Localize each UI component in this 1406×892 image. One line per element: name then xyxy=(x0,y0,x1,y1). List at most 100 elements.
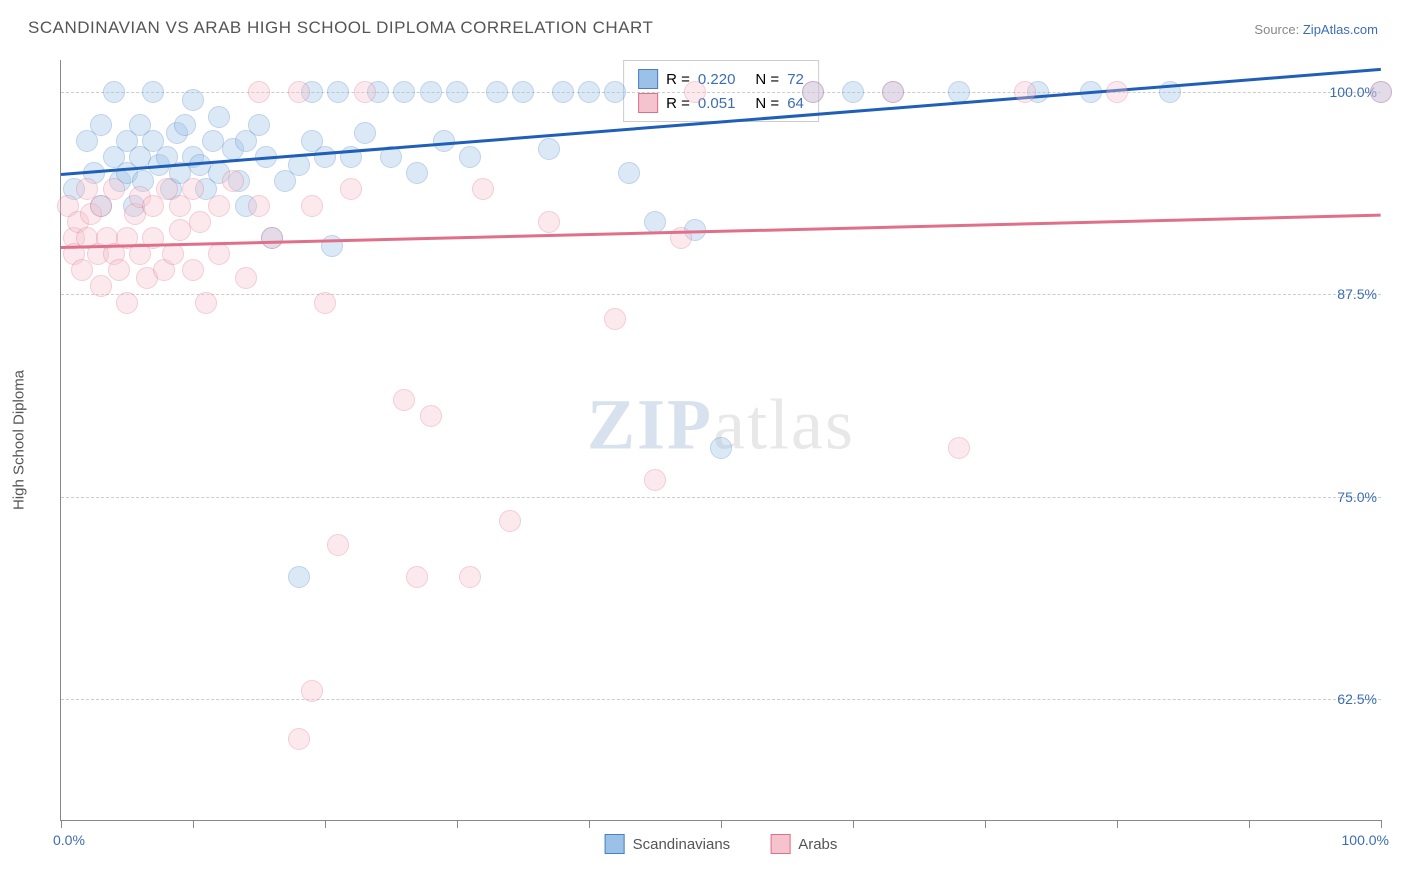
data-point xyxy=(222,170,244,192)
data-point xyxy=(1106,81,1128,103)
n-label: N = xyxy=(755,71,779,88)
data-point xyxy=(108,259,130,281)
data-point xyxy=(116,292,138,314)
swatch-arabs-icon xyxy=(770,834,790,854)
data-point xyxy=(189,211,211,233)
data-point xyxy=(314,146,336,168)
data-point xyxy=(604,81,626,103)
data-point xyxy=(882,81,904,103)
x-tick xyxy=(589,820,590,828)
source-label: Source: xyxy=(1254,22,1299,37)
swatch-scandinavians-icon xyxy=(638,69,658,89)
data-point xyxy=(174,114,196,136)
watermark-atlas: atlas xyxy=(713,384,855,464)
legend-item-arabs: Arabs xyxy=(770,834,837,854)
plot-area: ZIPatlas High School Diploma R = 0.220 N… xyxy=(60,60,1381,821)
data-point xyxy=(578,81,600,103)
data-point xyxy=(90,275,112,297)
data-point xyxy=(459,146,481,168)
data-point xyxy=(103,81,125,103)
data-point xyxy=(802,81,824,103)
data-point xyxy=(644,211,666,233)
data-point xyxy=(552,81,574,103)
data-point xyxy=(314,292,336,314)
data-point xyxy=(202,130,224,152)
data-point xyxy=(248,114,270,136)
data-point xyxy=(235,267,257,289)
data-point xyxy=(182,89,204,111)
data-point xyxy=(327,534,349,556)
data-point xyxy=(301,195,323,217)
x-tick xyxy=(1381,820,1382,828)
data-point xyxy=(103,178,125,200)
data-point xyxy=(208,243,230,265)
data-point xyxy=(354,122,376,144)
data-point xyxy=(538,138,560,160)
y-tick-label: 87.5% xyxy=(1337,286,1377,302)
n-value-scandinavians: 72 xyxy=(787,71,804,88)
data-point xyxy=(208,106,230,128)
data-point xyxy=(710,437,732,459)
data-point xyxy=(301,680,323,702)
chart-title: SCANDINAVIAN VS ARAB HIGH SCHOOL DIPLOMA… xyxy=(28,18,653,38)
data-point xyxy=(406,566,428,588)
x-tick xyxy=(853,820,854,828)
x-tick xyxy=(193,820,194,828)
data-point xyxy=(406,162,428,184)
y-tick-label: 62.5% xyxy=(1337,691,1377,707)
data-point xyxy=(354,81,376,103)
n-value-arabs: 64 xyxy=(787,95,804,112)
data-point xyxy=(459,566,481,588)
data-point xyxy=(261,227,283,249)
data-point xyxy=(842,81,864,103)
legend-label-scandinavians: Scandinavians xyxy=(633,836,731,853)
data-point xyxy=(288,728,310,750)
data-point xyxy=(162,243,184,265)
data-point xyxy=(644,469,666,491)
data-point xyxy=(248,81,270,103)
data-point xyxy=(446,81,468,103)
data-point xyxy=(327,81,349,103)
source-link[interactable]: ZipAtlas.com xyxy=(1303,22,1378,37)
data-point xyxy=(618,162,640,184)
gridline xyxy=(61,497,1381,498)
data-point xyxy=(472,178,494,200)
y-axis-title: High School Diploma xyxy=(11,370,28,510)
data-point xyxy=(1014,81,1036,103)
data-point xyxy=(142,81,164,103)
x-tick xyxy=(985,820,986,828)
swatch-arabs-icon xyxy=(638,93,658,113)
data-point xyxy=(90,114,112,136)
data-point xyxy=(512,81,534,103)
data-point xyxy=(604,308,626,330)
data-point xyxy=(288,154,310,176)
data-point xyxy=(1370,81,1392,103)
data-point xyxy=(486,81,508,103)
stats-row-scandinavians: R = 0.220 N = 72 xyxy=(638,67,804,91)
data-point xyxy=(420,81,442,103)
x-tick xyxy=(721,820,722,828)
watermark-zip: ZIP xyxy=(587,384,713,464)
data-point xyxy=(393,81,415,103)
x-tick xyxy=(1117,820,1118,828)
data-point xyxy=(71,259,93,281)
x-tick xyxy=(325,820,326,828)
data-point xyxy=(208,195,230,217)
trend-line xyxy=(61,214,1381,249)
data-point xyxy=(499,510,521,532)
data-point xyxy=(393,389,415,411)
y-tick-label: 75.0% xyxy=(1337,489,1377,505)
x-tick xyxy=(1249,820,1250,828)
data-point xyxy=(288,566,310,588)
legend-label-arabs: Arabs xyxy=(798,836,837,853)
x-tick xyxy=(61,820,62,828)
x-max-label: 100.0% xyxy=(1342,832,1389,848)
legend-item-scandinavians: Scandinavians xyxy=(605,834,731,854)
data-point xyxy=(169,219,191,241)
data-point xyxy=(182,259,204,281)
gridline xyxy=(61,294,1381,295)
data-point xyxy=(340,178,362,200)
source-attribution: Source: ZipAtlas.com xyxy=(1254,22,1378,37)
data-point xyxy=(248,195,270,217)
stats-legend: R = 0.220 N = 72 R = 0.051 N = 64 xyxy=(623,60,819,122)
